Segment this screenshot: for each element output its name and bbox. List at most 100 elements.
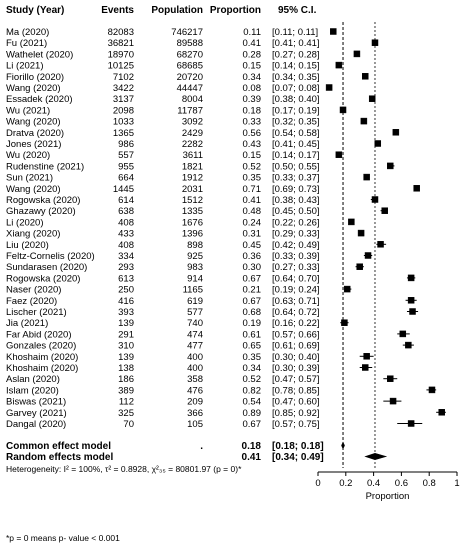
proportion-cell: 0.89 xyxy=(243,408,262,419)
study-label: Sun (2021) xyxy=(6,173,53,184)
ci-cell: [0.16; 0.22] xyxy=(272,318,320,329)
study-label: Islam (2020) xyxy=(6,385,59,396)
proportion-cell: 0.61 xyxy=(243,329,262,340)
population-cell: 2282 xyxy=(182,139,203,150)
proportion-cell: 0.18 xyxy=(243,105,262,116)
population-cell: 619 xyxy=(187,296,203,307)
study-point xyxy=(371,196,379,203)
study-label: Feltz-Cornelis (2020) xyxy=(6,251,95,262)
proportion-cell: 0.15 xyxy=(243,150,262,161)
study-point xyxy=(381,207,388,214)
population-cell: 358 xyxy=(187,374,203,385)
table-row: Khoshaim (2020) 138 400 0.34 [0.30; 0.39] xyxy=(6,363,320,374)
events-cell: 7102 xyxy=(113,72,134,83)
table-row: Wang (2020) 3422 44447 0.08 [0.07; 0.08] xyxy=(6,83,320,94)
study-point xyxy=(387,162,394,170)
proportion-cell: 0.65 xyxy=(243,341,262,352)
events-cell: 310 xyxy=(118,341,134,352)
events-cell: 82083 xyxy=(108,27,134,38)
header-study: Study (Year) xyxy=(6,5,64,16)
events-cell: 293 xyxy=(118,262,134,273)
population-cell: 1335 xyxy=(182,206,203,217)
study-point xyxy=(389,397,397,405)
study-label: Liu (2020) xyxy=(6,240,49,251)
study-point xyxy=(371,39,379,46)
ci-cell: [0.33; 0.39] xyxy=(272,251,320,262)
table-row: Garvey (2021) 325 366 0.89 [0.85; 0.92] xyxy=(6,408,320,419)
events-cell: 1365 xyxy=(113,128,134,139)
study-point xyxy=(392,129,400,136)
study-label: Aslan (2020) xyxy=(6,374,60,385)
table-row: Ghazawy (2020) 638 1335 0.48 [0.45; 0.50] xyxy=(6,206,320,217)
population-cell: 20720 xyxy=(177,72,203,83)
table-row: Dratva (2020) 1365 2429 0.56 [0.54; 0.58] xyxy=(6,128,320,139)
events-cell: 3137 xyxy=(113,94,134,105)
proportion-cell: 0.34 xyxy=(243,363,262,374)
study-point xyxy=(405,341,412,349)
proportion-cell: 0.30 xyxy=(243,262,262,273)
table-row: Gonzales (2020) 310 477 0.65 [0.61; 0.69] xyxy=(6,341,320,352)
population-cell: 983 xyxy=(187,262,203,273)
events-cell: 250 xyxy=(118,285,134,296)
ci-cell: [0.61; 0.69] xyxy=(272,341,320,352)
study-label: Biswas (2021) xyxy=(6,397,66,408)
population-cell: 11787 xyxy=(177,105,203,116)
x-tick-label: 0.4 xyxy=(367,478,380,489)
events-cell: 613 xyxy=(118,273,134,284)
events-cell: 291 xyxy=(118,329,134,340)
proportion-cell: 0.19 xyxy=(243,318,262,329)
population-cell: 89588 xyxy=(177,38,203,49)
ci-cell: [0.14; 0.17] xyxy=(272,150,320,161)
events-cell: 664 xyxy=(118,173,134,184)
study-label: Ghazawy (2020) xyxy=(6,206,76,217)
table-row: Biswas (2021) 112 209 0.54 [0.47; 0.60] xyxy=(6,397,320,408)
events-cell: 389 xyxy=(118,385,134,396)
study-label: Fu (2021) xyxy=(6,38,47,49)
study-point xyxy=(353,50,361,58)
ci-cell: [0.14; 0.15] xyxy=(272,61,320,72)
study-point xyxy=(368,95,376,102)
ci-cell: [0.30; 0.39] xyxy=(272,363,320,374)
ci-cell: [0.47; 0.60] xyxy=(272,397,320,408)
table-row: Naser (2020) 250 1165 0.21 [0.19; 0.24] xyxy=(6,285,320,296)
population-cell: 577 xyxy=(187,307,203,318)
table-row: Feltz-Cornelis (2020) 334 925 0.36 [0.33; 0.… xyxy=(6,251,320,262)
study-point xyxy=(330,28,337,35)
population-cell: 400 xyxy=(187,363,203,374)
population-cell: 68685 xyxy=(177,61,203,72)
proportion-cell: 0.33 xyxy=(243,117,262,128)
population-cell: 898 xyxy=(187,240,203,251)
events-cell: 3422 xyxy=(113,83,134,94)
proportion-cell: 0.21 xyxy=(243,285,262,296)
header-proportion: Proportion xyxy=(210,5,261,16)
footnote: *p = 0 means p- value < 0.001 xyxy=(6,533,120,543)
study-point xyxy=(339,106,347,114)
ci-cell: [0.29; 0.33] xyxy=(272,229,320,240)
table-row: Jia (2021) 139 740 0.19 [0.16; 0.22] xyxy=(6,318,320,329)
population-cell: 914 xyxy=(187,273,203,284)
ci-cell: [0.41; 0.45] xyxy=(272,139,320,150)
study-label: Rogowska (2020) xyxy=(6,195,80,206)
study-point xyxy=(360,117,368,125)
population-cell: 1512 xyxy=(182,195,203,206)
study-label: Wu (2020) xyxy=(6,150,50,161)
summary-diamond xyxy=(341,441,345,450)
plot-area: 0 0.2 0.4 0.6 0.8 1 Proportion xyxy=(315,22,460,502)
header-ci: 95% C.I. xyxy=(278,5,317,16)
table-row: Wathelet (2020) 18970 68270 0.28 [0.27; 0.28… xyxy=(6,49,320,60)
table-row: Lischer (2021) 393 577 0.68 [0.64; 0.72] xyxy=(6,307,320,318)
proportion-cell: 0.15 xyxy=(243,61,262,72)
events-cell: 10125 xyxy=(108,61,134,72)
population-cell: 746217 xyxy=(171,27,203,38)
ci-cell: [0.33; 0.37] xyxy=(272,173,320,184)
events-cell: 325 xyxy=(118,408,134,419)
population-cell: 476 xyxy=(187,385,203,396)
x-tick-label: 0 xyxy=(315,478,320,489)
study-point xyxy=(335,61,343,69)
study-point xyxy=(343,285,351,293)
proportion-cell: 0.08 xyxy=(243,83,262,94)
table-row: Sun (2021) 664 1912 0.35 [0.33; 0.37] xyxy=(6,173,320,184)
population-cell: 474 xyxy=(187,329,203,340)
ci-cell: [0.50; 0.55] xyxy=(272,161,320,172)
proportion-cell: 0.71 xyxy=(243,184,262,195)
